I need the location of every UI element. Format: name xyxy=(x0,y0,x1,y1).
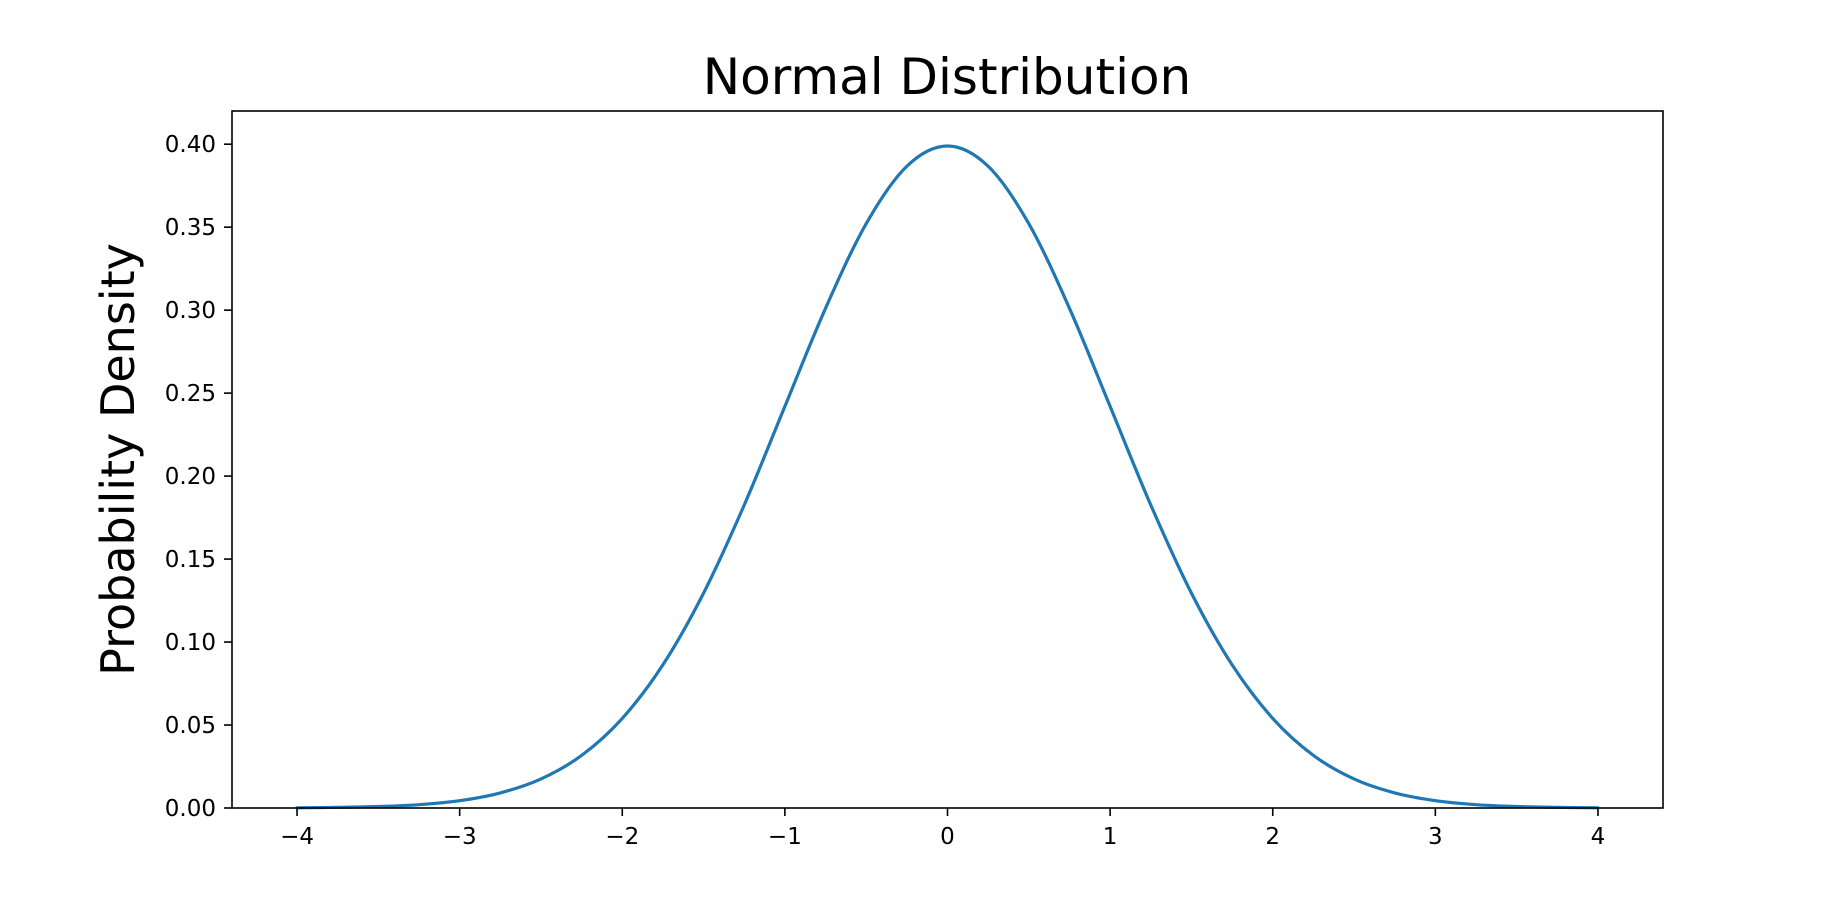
y-tick-label-4: 0.20 xyxy=(165,464,216,490)
series-line-0 xyxy=(295,144,1600,810)
x-tick-label-5: 1 xyxy=(1103,824,1118,850)
x-tick-label-3: −1 xyxy=(768,824,802,850)
plot-frame xyxy=(231,110,1664,809)
x-tick-label-0: −4 xyxy=(280,824,314,850)
y-tick-label-0: 0.00 xyxy=(165,796,216,822)
y-tick-label-8: 0.40 xyxy=(165,132,216,158)
y-tick-label-1: 0.05 xyxy=(165,713,216,739)
y-axis-label: Probability Density xyxy=(91,243,145,676)
plot-area xyxy=(295,144,1600,810)
y-tick-label-6: 0.30 xyxy=(165,298,216,324)
x-tick-label-4: 0 xyxy=(940,824,955,850)
y-tick-label-2: 0.10 xyxy=(165,630,216,656)
x-tick-label-8: 4 xyxy=(1591,824,1606,850)
y-tick-label-5: 0.25 xyxy=(165,381,216,407)
y-tick-label-3: 0.15 xyxy=(165,547,216,573)
x-tick-label-2: −2 xyxy=(605,824,639,850)
x-tick-label-7: 3 xyxy=(1428,824,1443,850)
y-axis: 0.00 0.05 0.10 0.15 0.20 0.25 0.30 0.35 0.40 xyxy=(165,132,232,822)
chart-title: Normal Distribution xyxy=(703,48,1192,106)
y-tick-label-7: 0.35 xyxy=(165,215,216,241)
x-axis: −4 −3 −2 −1 0 1 2 3 4 xyxy=(280,808,1605,850)
x-tick-label-1: −3 xyxy=(443,824,477,850)
x-tick-label-6: 2 xyxy=(1265,824,1280,850)
